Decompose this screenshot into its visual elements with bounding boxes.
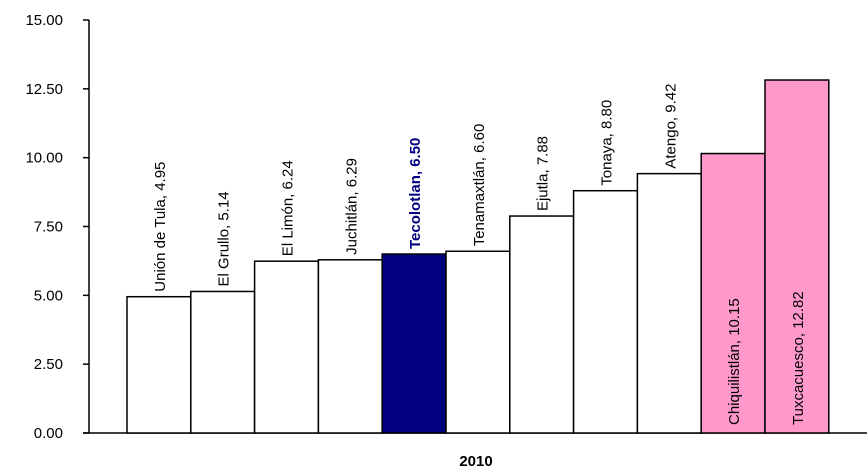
bar-el-grullo bbox=[190, 290, 256, 434]
y-tick-label: 5.00 bbox=[34, 287, 63, 304]
bars bbox=[126, 79, 830, 434]
bar-label: Juchitlán, 6.29 bbox=[343, 158, 360, 255]
bar-uni-n-de-tula bbox=[126, 295, 192, 434]
bar-label: El Grullo, 5.14 bbox=[216, 191, 233, 286]
bar-label: Tenamaxtlán, 6.60 bbox=[471, 124, 488, 247]
bar-tenamaxtl-n bbox=[445, 250, 511, 434]
y-tick-label: 2.50 bbox=[34, 356, 63, 373]
bar-tecolotlan bbox=[381, 253, 447, 434]
bar-label: Unión de Tula, 4.95 bbox=[152, 162, 169, 292]
y-tick-label: 10.00 bbox=[25, 150, 63, 167]
bar-label: Tecolotlan, 6.50 bbox=[407, 138, 424, 249]
bar-chiquilistl-n bbox=[700, 152, 766, 434]
bar-label: Tuxcacuesco, 12.82 bbox=[790, 291, 807, 425]
bar-labels: Unión de Tula, 4.95 El Grullo, 5.14 El Lim… bbox=[152, 84, 807, 425]
bar-el-lim-n bbox=[253, 260, 320, 434]
y-tick-label: 15.00 bbox=[25, 12, 63, 29]
bar-juchitl-n bbox=[317, 259, 383, 434]
bar-tuxcacuesco bbox=[764, 79, 830, 434]
bar-atengo bbox=[636, 172, 702, 434]
y-tick-label: 7.50 bbox=[34, 219, 63, 236]
bar-label: Tonaya, 8.80 bbox=[599, 100, 616, 186]
y-tick-label: 0.00 bbox=[34, 425, 63, 442]
bar-tonaya bbox=[572, 189, 639, 434]
x-axis-title: 2010 bbox=[459, 453, 492, 470]
bar-label: Atengo, 9.42 bbox=[662, 84, 679, 169]
bar-label: El Limón, 6.24 bbox=[280, 160, 297, 256]
bar-label: Ejutla, 7.88 bbox=[535, 136, 552, 211]
y-tick-label: 12.50 bbox=[25, 81, 63, 98]
bar-ejutla bbox=[509, 215, 575, 434]
bar-label: Chiquilistlán, 10.15 bbox=[726, 298, 743, 425]
